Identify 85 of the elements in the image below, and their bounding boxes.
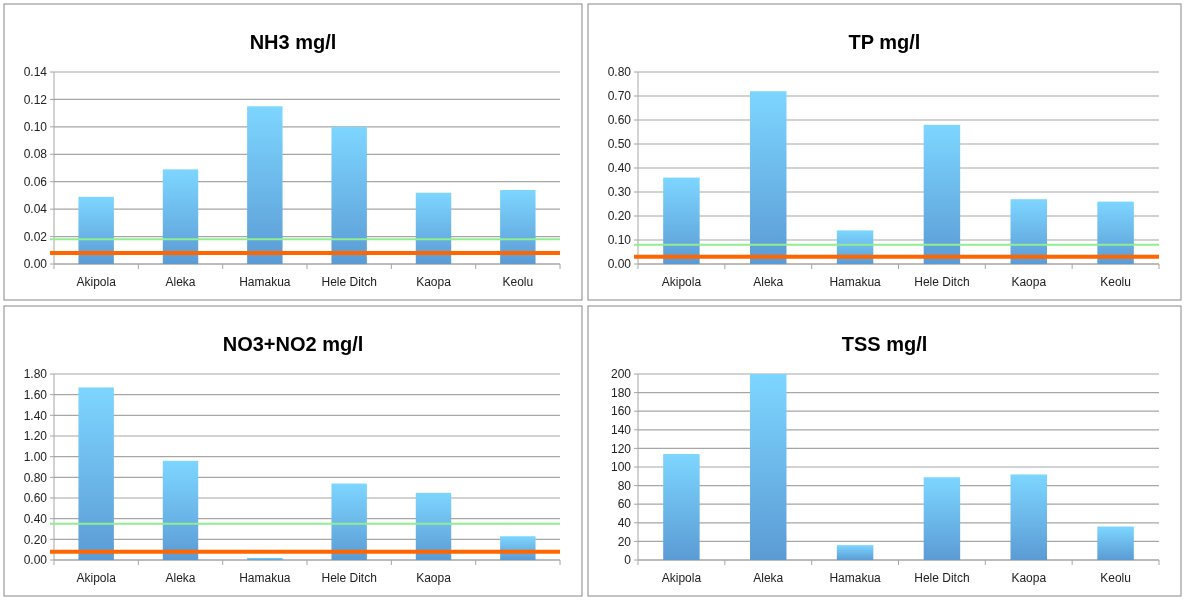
bar bbox=[78, 387, 114, 560]
y-tick-label: 0.00 bbox=[23, 257, 48, 272]
x-tick-label: Keolu bbox=[502, 275, 534, 289]
bar bbox=[331, 483, 367, 560]
x-tick-label: Hamakua bbox=[239, 571, 291, 585]
chart-title: TSS mg/l bbox=[841, 333, 928, 355]
x-tick-label: Kaopa bbox=[1011, 275, 1047, 289]
x-tick-label: Kaopa bbox=[1011, 571, 1047, 585]
bar bbox=[923, 124, 961, 264]
bar bbox=[750, 374, 787, 560]
y-tick-label: 0.08 bbox=[23, 147, 48, 162]
x-tick-label: Hamakua bbox=[829, 571, 882, 585]
y-tick-label: 60 bbox=[617, 497, 632, 512]
x-tick-label: Hele Ditch bbox=[914, 275, 970, 289]
y-tick-label: 0.00 bbox=[607, 257, 632, 272]
x-tick-label: Hele Ditch bbox=[914, 571, 970, 585]
y-tick-label: 0 bbox=[624, 553, 632, 568]
bar bbox=[247, 557, 283, 560]
x-tick-label: Keolu bbox=[1100, 275, 1131, 289]
bar bbox=[331, 126, 367, 264]
x-tick-label: Aleka bbox=[165, 275, 196, 289]
x-tick-label: Hamakua bbox=[829, 275, 882, 289]
y-tick-label: 1.80 bbox=[23, 367, 48, 382]
y-tick-label: 0.12 bbox=[23, 92, 48, 107]
x-tick-label: Akipola bbox=[661, 275, 702, 289]
y-tick-label: 0.20 bbox=[607, 209, 632, 224]
y-tick-label: 200 bbox=[610, 367, 632, 382]
y-tick-label: 140 bbox=[610, 423, 632, 437]
bar bbox=[162, 460, 199, 560]
bar bbox=[663, 177, 700, 264]
x-tick-label: Aleka bbox=[165, 571, 196, 585]
y-tick-label: 0.06 bbox=[23, 174, 48, 189]
bar bbox=[836, 545, 874, 560]
y-tick-label: 0.70 bbox=[607, 89, 632, 104]
y-tick-label: 40 bbox=[617, 516, 632, 530]
bar bbox=[750, 91, 787, 264]
chart-title: NO3+NO2 mg/l bbox=[222, 333, 364, 355]
chart-title: NH3 mg/l bbox=[249, 31, 337, 53]
y-tick-label: 0.40 bbox=[23, 511, 48, 526]
bar bbox=[78, 196, 114, 264]
y-tick-label: 0.00 bbox=[23, 553, 48, 568]
bar bbox=[1010, 474, 1047, 560]
y-tick-label: 1.60 bbox=[23, 387, 48, 402]
y-tick-label: 0.30 bbox=[607, 185, 632, 200]
x-tick-label: Keolu bbox=[1100, 571, 1131, 585]
y-tick-label: 0.60 bbox=[607, 113, 632, 128]
bar bbox=[500, 189, 536, 264]
x-tick-label: Kaopa bbox=[416, 275, 452, 289]
y-tick-label: 0.10 bbox=[607, 233, 632, 248]
y-tick-label: 1.00 bbox=[23, 449, 48, 464]
x-tick-label: Aleka bbox=[753, 275, 784, 289]
y-tick-label: 0.40 bbox=[607, 161, 632, 176]
x-tick-label: Kaopa bbox=[416, 571, 452, 585]
y-tick-label: 1.20 bbox=[23, 429, 48, 444]
x-tick-label: Hele Ditch bbox=[321, 275, 377, 289]
y-tick-label: 160 bbox=[610, 404, 632, 419]
y-tick-label: 0.02 bbox=[23, 229, 48, 244]
bar bbox=[663, 453, 700, 560]
y-tick-label: 0.20 bbox=[23, 532, 48, 547]
bar bbox=[162, 169, 199, 264]
y-tick-label: 20 bbox=[617, 534, 632, 549]
y-tick-label: 80 bbox=[617, 478, 632, 493]
y-tick-label: 0.10 bbox=[23, 120, 48, 135]
bar bbox=[247, 106, 283, 264]
x-tick-label: Akipola bbox=[76, 571, 117, 585]
x-tick-label: Aleka bbox=[753, 571, 784, 585]
x-tick-label: Hamakua bbox=[239, 275, 291, 289]
y-tick-label: 100 bbox=[610, 460, 632, 475]
x-tick-label: Akipola bbox=[661, 571, 702, 585]
bar bbox=[923, 477, 961, 560]
y-tick-label: 180 bbox=[610, 385, 632, 400]
bar bbox=[415, 492, 452, 560]
y-tick-label: 0.80 bbox=[23, 470, 48, 485]
chart-title: TP mg/l bbox=[848, 31, 921, 53]
y-tick-label: 1.40 bbox=[23, 408, 48, 423]
bar bbox=[1010, 199, 1047, 264]
x-tick-label: Akipola bbox=[76, 275, 117, 289]
x-tick-label: Hele Ditch bbox=[321, 571, 377, 585]
y-tick-label: 120 bbox=[610, 441, 632, 456]
y-tick-label: 0.14 bbox=[23, 65, 48, 80]
y-tick-label: 0.80 bbox=[607, 65, 632, 80]
y-tick-label: 0.50 bbox=[607, 137, 632, 152]
y-tick-label: 0.04 bbox=[23, 202, 48, 217]
bar bbox=[1097, 526, 1134, 560]
y-tick-label: 0.60 bbox=[23, 491, 48, 506]
